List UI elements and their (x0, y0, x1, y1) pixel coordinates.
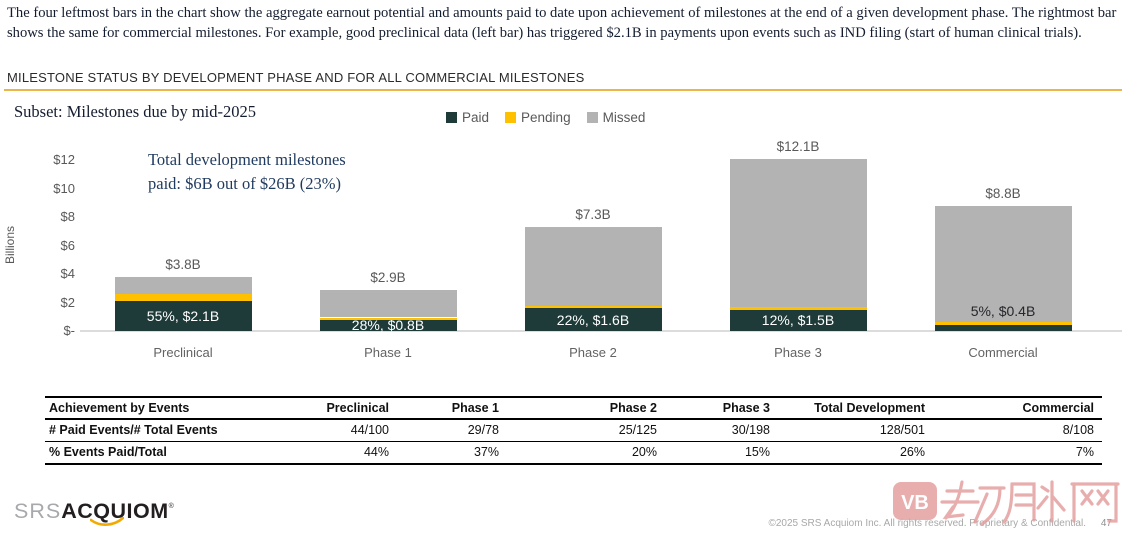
table-header-row: Achievement by Events Preclinical Phase 1 P… (45, 398, 1102, 420)
table-cell: Preclinical (326, 401, 389, 415)
table-row-label: % Events Paid/Total (49, 445, 167, 459)
table-cell: 7% (1075, 445, 1094, 459)
bar-segment-pending (729, 306, 867, 310)
table-cell: Phase 1 (451, 401, 499, 415)
table-row: # Paid Events/# Total Events 44/100 29/78 2… (45, 420, 1102, 442)
table-cell: 20% (631, 445, 657, 459)
achievement-table: Achievement by Events Preclinical Phase 1 P… (45, 396, 1102, 465)
table-cell: 30/198 (731, 423, 770, 437)
svg-text:VB: VB (901, 492, 929, 514)
bar-paid-label: 28%, $0.8B (351, 317, 425, 334)
bar-segment-paid (524, 308, 662, 331)
intro-paragraph: The four leftmost bars in the chart show… (7, 5, 1117, 41)
watermark-vb-logo: VB (893, 480, 1120, 526)
bar-total-label: $7.3B (575, 207, 611, 223)
bar-segment-paid (319, 319, 457, 331)
bar-total-label: $12.1B (776, 139, 820, 155)
table-cell: Phase 3 (722, 401, 770, 415)
bar-segment-missed (934, 205, 1072, 323)
table-cell: 128/501 (879, 423, 925, 437)
bar-paid-label: 5%, $0.4B (970, 303, 1036, 320)
bar-category-label: Phase 3 (774, 345, 822, 360)
table-cell: 25/125 (618, 423, 657, 437)
y-tick-label: $4 (60, 266, 75, 282)
bar-category-label: Commercial (968, 345, 1038, 360)
legend-swatch-icon (446, 112, 457, 123)
x-axis-line (80, 330, 1122, 332)
table-cell: 44% (363, 445, 389, 459)
bar-category-label: Preclinical (153, 345, 213, 360)
bar-total-label: $8.8B (985, 185, 1021, 201)
bar-category-label: Phase 1 (364, 345, 412, 360)
y-tick-label: $10 (53, 180, 75, 196)
legend-swatch-icon (505, 112, 517, 123)
bar-segment-paid (729, 309, 867, 331)
table-row: % Events Paid/Total 44% 37% 20% 15% 26% 7% (45, 442, 1102, 465)
page-number: 47 (1100, 518, 1112, 529)
bar-segment-missed (319, 289, 457, 318)
bar-category-label: Phase 2 (569, 345, 617, 360)
bar-segment-pending (934, 322, 1072, 326)
chart-subset-label: Subset: Milestones due by mid-2025 (14, 102, 256, 121)
logo-acquiom-text: ACQUIOM (61, 499, 169, 523)
y-tick-label: $2 (60, 294, 75, 310)
chart-annotation: Total development milestones paid: $6B o… (148, 150, 346, 193)
table-cell: 26% (899, 445, 925, 459)
table-cell: 29/78 (467, 423, 499, 437)
bar-segment-pending (114, 294, 252, 302)
table-cell: Phase 2 (609, 401, 657, 415)
bar-segment-missed (524, 227, 662, 307)
logo-swoosh-icon (90, 517, 124, 526)
bar-segment-paid (934, 325, 1072, 331)
legend-item-paid: Paid (446, 110, 489, 125)
table-cell: Commercial (1022, 401, 1094, 415)
srs-acquiom-logo: SRS ACQUIOM ® (14, 499, 174, 524)
table-cell: 8/108 (1062, 423, 1094, 437)
y-tick-label: $8 (60, 209, 75, 225)
legend-item-missed: Missed (586, 110, 646, 125)
copyright-text: ©2025 SRS Acquiom Inc. All rights reserv… (768, 518, 1086, 529)
y-tick-label: $- (63, 323, 75, 338)
legend-label: Paid (462, 110, 490, 125)
table-cell: 44/100 (350, 423, 389, 437)
y-tick-label: $12 (53, 152, 75, 168)
bar-paid-label: 12%, $1.5B (761, 312, 835, 329)
legend-label: Pending (521, 110, 571, 125)
legend-item-pending: Pending (505, 110, 571, 125)
table-cell: Total Development (814, 401, 925, 415)
legend-label: Missed (602, 110, 646, 125)
table-row-label: # Paid Events/# Total Events (49, 423, 218, 437)
legend-swatch-icon (586, 112, 598, 123)
bar-segment-paid (114, 301, 252, 331)
table-row-label: Achievement by Events (49, 401, 190, 415)
bar-segment-pending (524, 306, 662, 309)
y-tick-label: $6 (60, 237, 75, 253)
bar-segment-missed (729, 159, 867, 307)
chart-legend: Paid Pending Missed (446, 110, 645, 125)
table-cell: 15% (744, 445, 770, 459)
bar-total-label: $2.9B (370, 269, 406, 285)
title-divider (4, 89, 1122, 91)
bar-segment-missed (114, 277, 252, 295)
page-title: MILESTONE STATUS BY DEVELOPMENT PHASE AN… (7, 70, 585, 85)
bar-paid-label: 22%, $1.6B (556, 311, 630, 328)
bar-segment-pending (319, 317, 457, 320)
table-cell: 37% (473, 445, 499, 459)
logo-trademark: ® (168, 503, 174, 510)
logo-srs-text: SRS (14, 499, 62, 523)
bar-total-label: $3.8B (165, 257, 201, 272)
bar-paid-label: 55%, $2.1B (146, 308, 220, 325)
